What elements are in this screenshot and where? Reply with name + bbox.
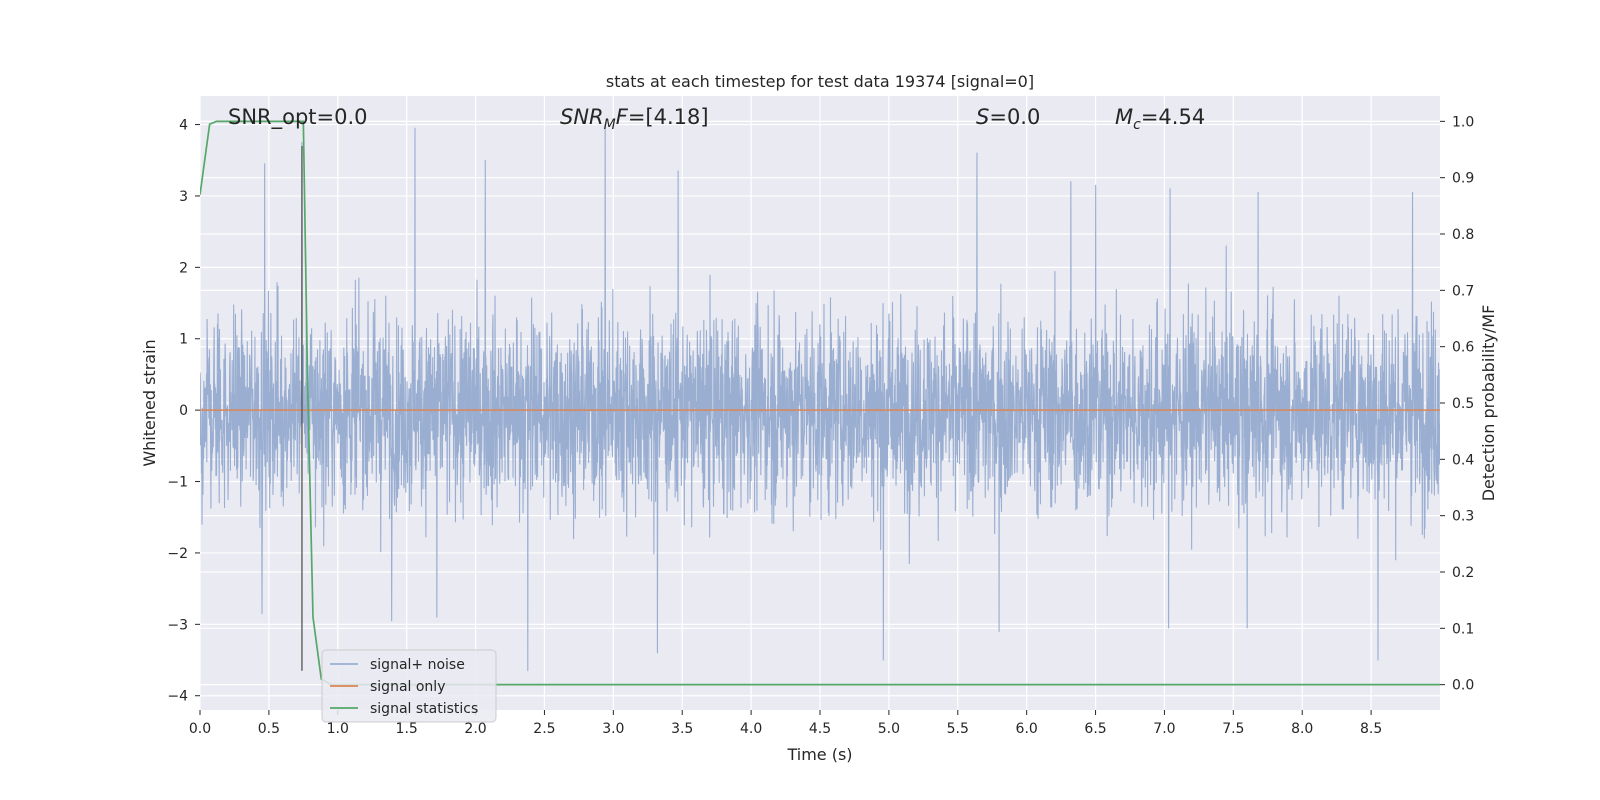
x-tick-label: 2.0 <box>464 721 486 737</box>
annotation-s: S=0.0 <box>976 105 1040 129</box>
y-axis-label: Whitened strain <box>140 339 159 466</box>
y-tick-label: −3 <box>167 617 188 633</box>
y2-tick-label: 0.1 <box>1452 621 1474 637</box>
annotation-mc: Mc=4.54 <box>1115 105 1205 133</box>
y2-tick-label: 0.3 <box>1452 509 1474 525</box>
y2-tick-label: 0.6 <box>1452 340 1474 356</box>
x-tick-label: 5.5 <box>947 721 969 737</box>
y2-tick-label: 0.4 <box>1452 452 1474 468</box>
legend-box <box>321 649 497 723</box>
x-tick-label: 1.0 <box>327 721 349 737</box>
y-tick-label: 4 <box>179 118 188 134</box>
x-tick-label: 7.5 <box>1222 721 1244 737</box>
y2-tick-label: 0.0 <box>1452 678 1474 694</box>
y-tick-label: −4 <box>167 689 188 705</box>
y2-tick-label: 0.8 <box>1452 227 1474 243</box>
legend-label: signal only <box>370 679 445 695</box>
x-tick-label: 4.5 <box>809 721 831 737</box>
x-tick-label: 3.0 <box>602 721 624 737</box>
series-signal-noise <box>200 124 1440 672</box>
series-lines <box>200 120 1440 686</box>
y2-tick-label: 1.0 <box>1452 114 1474 130</box>
noise-line <box>200 124 1440 672</box>
y2-axis-label: Detection probability/MF <box>1479 305 1498 502</box>
x-tick-label: 2.5 <box>533 721 555 737</box>
x-tick-label: 5.0 <box>878 721 900 737</box>
x-tick-label: 7.0 <box>1153 721 1175 737</box>
signal-statistics-line <box>200 120 1440 686</box>
legend: signal+ noise signal only signal statistic… <box>321 649 497 723</box>
y2-tick-label: 0.7 <box>1452 283 1474 299</box>
x-tick-label: 0.5 <box>258 721 280 737</box>
y-tick-label: 1 <box>179 332 188 348</box>
y-tick-label: −1 <box>167 475 188 491</box>
annotations: SNR_opt=0.0 SNRMF=[4.18] S=0.0 Mc=4.54 <box>228 105 1205 133</box>
y-tick-label: 2 <box>179 260 188 276</box>
x-axis-label: Time (s) <box>786 745 852 764</box>
x-tick-label: 0.0 <box>189 721 211 737</box>
x-tick-label: 6.0 <box>1016 721 1038 737</box>
axes: 0.0 0.5 1.0 1.5 2.0 2.5 3.0 3.5 4.0 4.5 5.0 5.5 6.0 6… <box>167 114 1474 737</box>
chart-title: stats at each timestep for test data 193… <box>606 72 1034 91</box>
x-tick-label: 8.5 <box>1360 721 1382 737</box>
y2-tick-label: 0.9 <box>1452 171 1474 187</box>
x-tick-label: 1.5 <box>396 721 418 737</box>
annotation-snr-opt: SNR_opt=0.0 <box>228 105 368 130</box>
y-tick-label: 3 <box>179 189 188 205</box>
y-tick-label: 0 <box>179 403 188 419</box>
y-tick-label: −2 <box>167 546 188 562</box>
x-tick-label: 4.0 <box>740 721 762 737</box>
y2-tick-label: 0.5 <box>1452 396 1474 412</box>
x-tick-label: 8.0 <box>1291 721 1313 737</box>
legend-label: signal+ noise <box>370 657 465 673</box>
legend-label: signal statistics <box>370 701 478 717</box>
annotation-snr-mf: SNRMF=[4.18] <box>560 105 709 133</box>
x-tick-label: 6.5 <box>1084 721 1106 737</box>
x-tick-label: 3.5 <box>671 721 693 737</box>
y2-tick-label: 0.2 <box>1452 565 1474 581</box>
